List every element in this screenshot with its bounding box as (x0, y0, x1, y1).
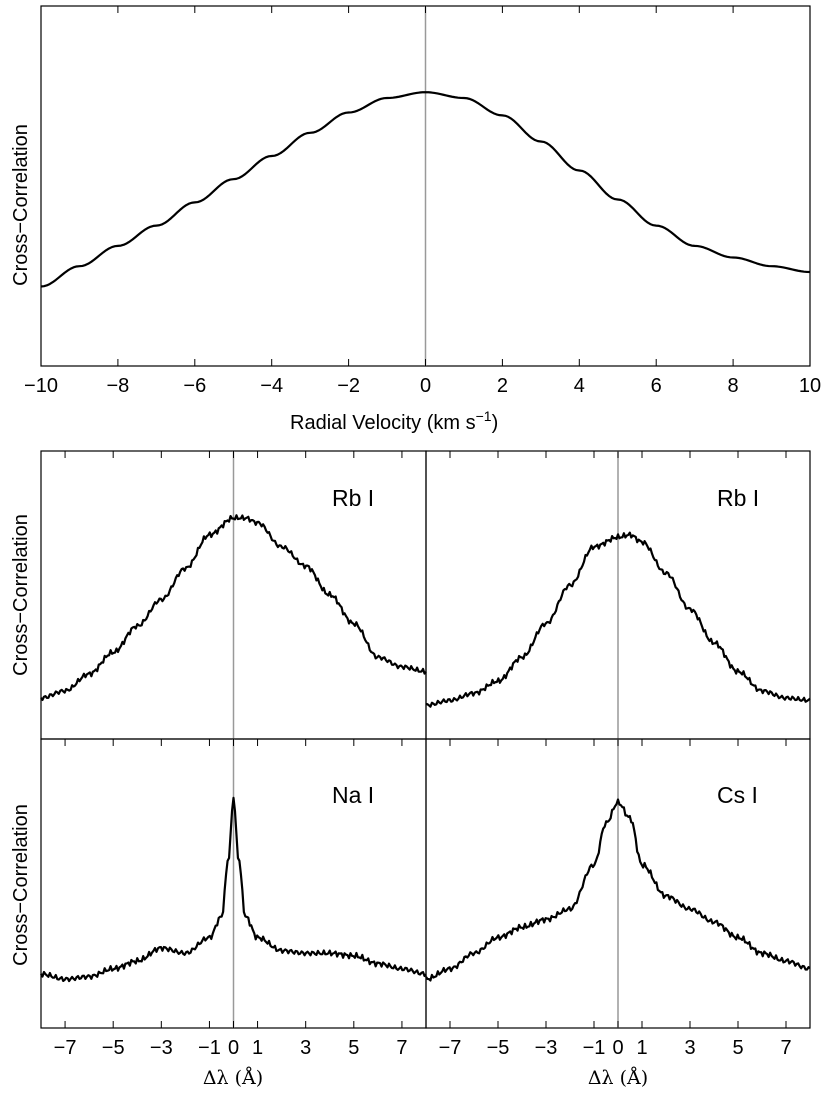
top-tick-label: 0 (420, 375, 431, 397)
na-tick-label: −3 (150, 1037, 173, 1059)
na-tick-label: 3 (300, 1037, 311, 1059)
cs-series-line (425, 798, 811, 982)
rb1-series-line (40, 514, 427, 701)
top-tick-label: −2 (337, 375, 360, 397)
cs-panel-label: Cs I (717, 782, 758, 808)
na-tick-label: −7 (54, 1037, 77, 1059)
top-tick-label: 4 (574, 375, 585, 397)
na-tick-label: 5 (348, 1037, 359, 1059)
na-ylabel: Cross−Correlation (10, 804, 32, 966)
rb1-ylabel: Cross−Correlation (10, 514, 32, 676)
na-panel-label: Na I (332, 782, 374, 808)
plots-group: −10 −8 −6 −4 −2 0 2 4 6 8 10−7 −5 −3 −1 0 1 3 5 7 −7 −5 −3 −1 0… (24, 5, 821, 1059)
cs-tick-label: 1 (636, 1037, 647, 1059)
na-tick-label: −5 (102, 1037, 125, 1059)
cs-tick-label: −5 (487, 1037, 510, 1059)
top-tick-label: −10 (24, 375, 58, 397)
top-ylabel: Cross−Correlation (10, 124, 32, 286)
top-series-line (40, 91, 811, 288)
rb2-panel-label: Rb I (717, 485, 759, 511)
top-xlabel-sup: −1 (476, 408, 492, 424)
rb2-series-line (425, 531, 811, 708)
na-xlabel: Δλ (Å) (203, 1067, 263, 1089)
rb1-panel-label: Rb I (332, 485, 374, 511)
top-tick-label: −6 (183, 375, 206, 397)
na-tick-label: 7 (396, 1037, 407, 1059)
top-tick-label: 2 (497, 375, 508, 397)
top-tick-label: −4 (260, 375, 283, 397)
cs-tick-label: 7 (780, 1037, 791, 1059)
na-series-line (40, 796, 427, 983)
top-xlabel-end: ) (492, 412, 499, 434)
top-tick-label: 8 (728, 375, 739, 397)
na-tick-label: −1 (198, 1037, 221, 1059)
cs-tick-label: −3 (535, 1037, 558, 1059)
cs-tick-label: 5 (732, 1037, 743, 1059)
na-tick-label: 1 (252, 1037, 263, 1059)
top-tick-label: −8 (106, 375, 129, 397)
cs-tick-label: −1 (583, 1037, 606, 1059)
top-xlabel: Radial Velocity (km s−1) (290, 408, 498, 434)
cs-xlabel: Δλ (Å) (588, 1067, 648, 1089)
cs-tick-label: 3 (684, 1037, 695, 1059)
na-tick-label: 0 (228, 1037, 239, 1059)
cs-tick-label: −7 (439, 1037, 462, 1059)
top-xlabel-main: Radial Velocity (km s (290, 412, 476, 434)
top-tick-label: 6 (651, 375, 662, 397)
cs-tick-label: 0 (612, 1037, 623, 1059)
top-tick-label: 10 (799, 375, 821, 397)
